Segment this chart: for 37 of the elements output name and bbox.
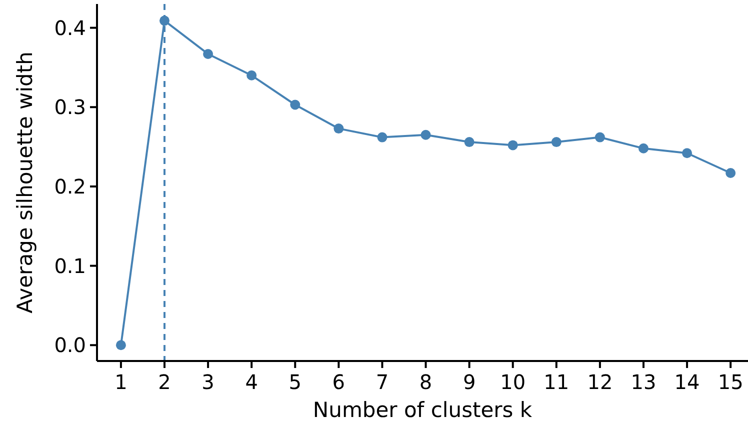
y-tick-label: 0.0 <box>54 333 86 358</box>
point <box>420 130 431 140</box>
y-tick-label: 0.4 <box>54 16 86 40</box>
x-tick-label: 1 <box>114 370 128 394</box>
point <box>334 124 344 134</box>
x-tick-label: 6 <box>332 370 346 394</box>
x-axis-title: Number of clusters k <box>312 398 533 422</box>
x-tick-label: 11 <box>544 370 570 394</box>
point <box>726 168 736 178</box>
point <box>551 137 562 148</box>
x-tick-label: 12 <box>587 370 613 394</box>
x-tick-label: 5 <box>288 370 302 394</box>
point <box>464 137 474 148</box>
x-tick-label: 8 <box>419 370 432 394</box>
point <box>508 140 518 150</box>
x-tick-label: 2 <box>158 370 171 394</box>
point <box>159 16 170 26</box>
x-tick-label: 13 <box>630 370 656 394</box>
x-tick-label: 9 <box>462 370 476 394</box>
point <box>246 70 257 80</box>
y-axis-title: Average silhouette width <box>13 52 37 314</box>
point <box>116 340 126 350</box>
y-tick-label: 0.3 <box>54 95 86 120</box>
point <box>377 132 388 142</box>
point <box>594 132 605 142</box>
x-tick-label: 4 <box>245 370 258 394</box>
y-tick-label: 0.2 <box>54 174 86 198</box>
x-tick-label: 15 <box>718 370 744 394</box>
y-tick-label: 0.1 <box>54 254 86 278</box>
point <box>203 48 214 59</box>
x-tick-label: 10 <box>500 370 526 394</box>
x-tick-label: 14 <box>674 370 700 394</box>
x-tick-label: 7 <box>376 370 389 394</box>
x-tick-label: 3 <box>202 370 214 394</box>
point <box>682 148 692 158</box>
point <box>638 143 648 154</box>
point <box>290 100 300 110</box>
